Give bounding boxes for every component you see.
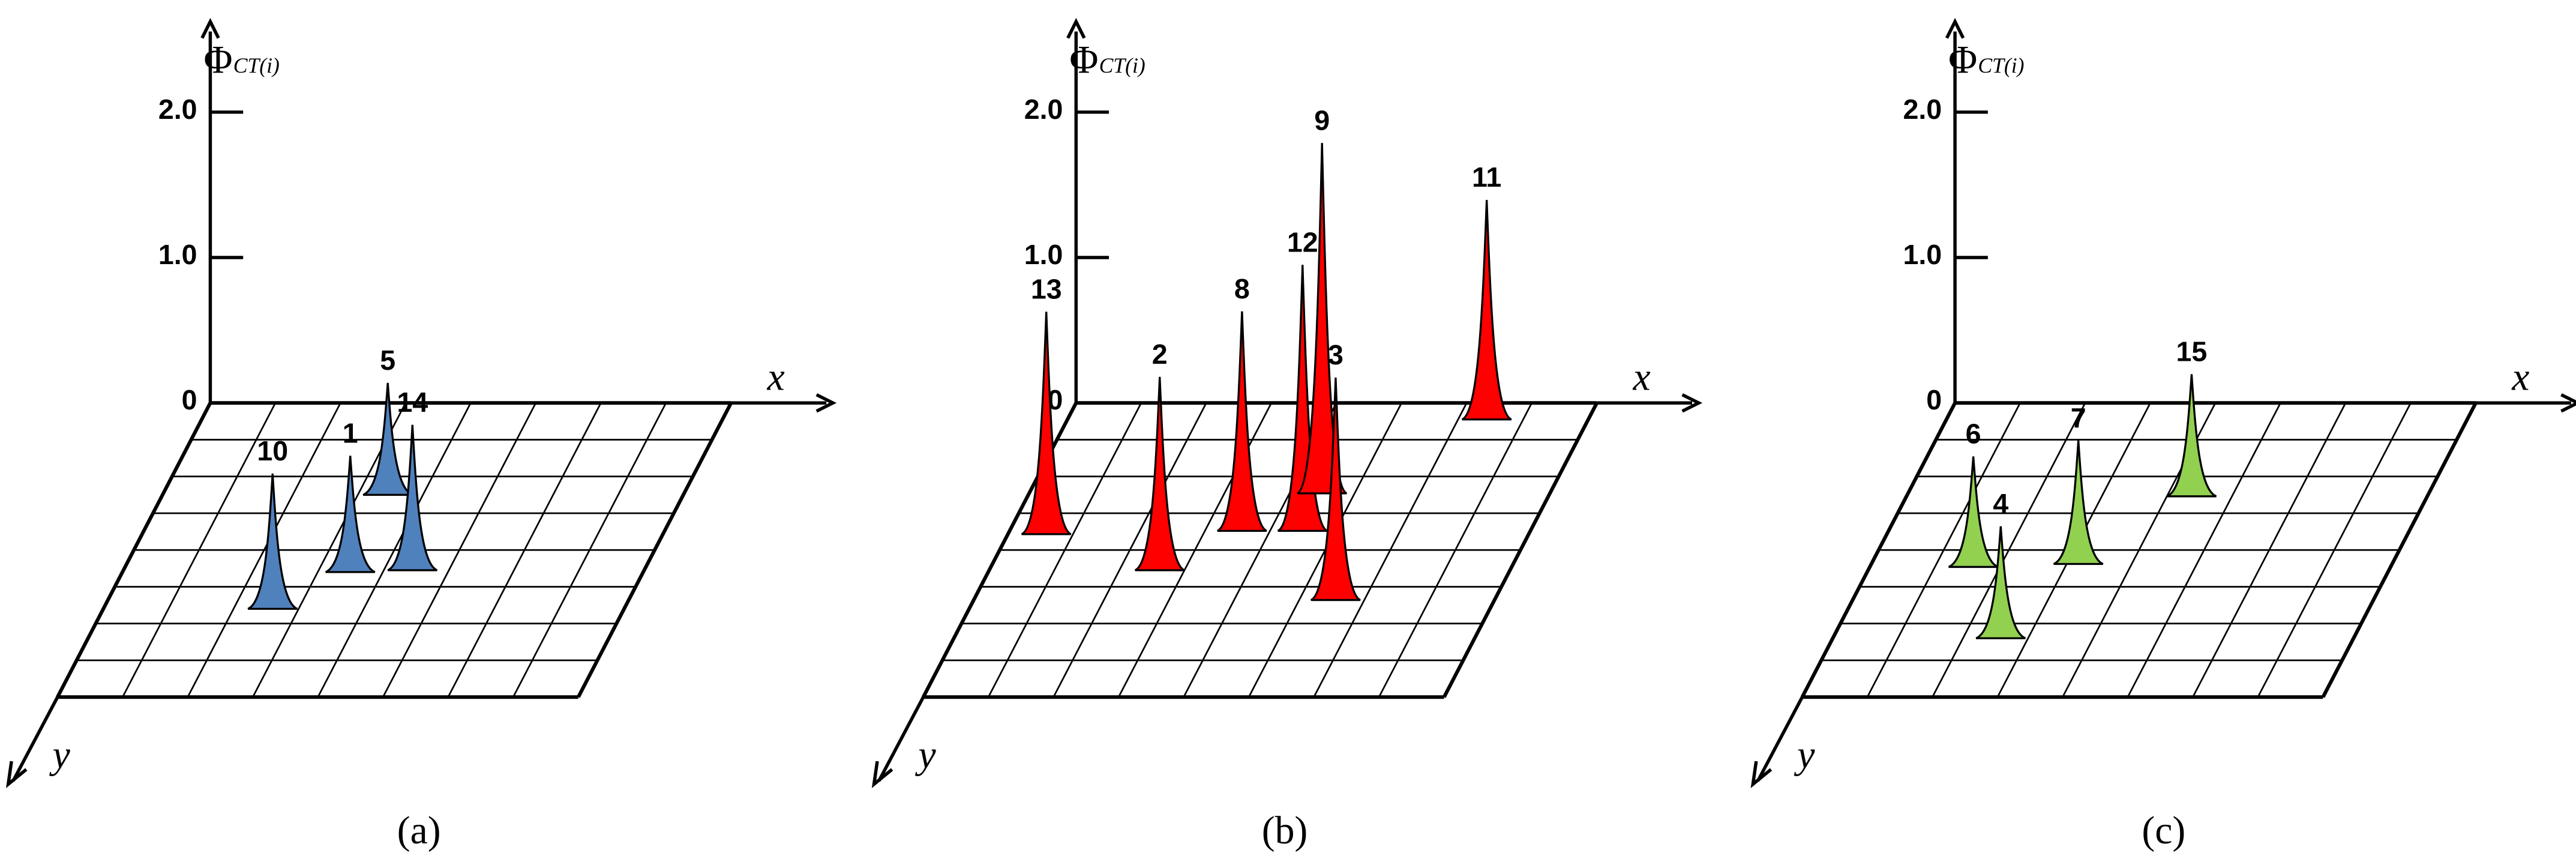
z-tick-label: 2.0 xyxy=(1903,94,1942,125)
peak-label: 13 xyxy=(1031,273,1062,304)
peak-label: 7 xyxy=(2071,402,2086,433)
grid-line xyxy=(2321,402,2478,698)
z-axis-label: Φ xyxy=(1069,38,1098,82)
y-arrow xyxy=(871,761,893,788)
z-arrow xyxy=(200,17,220,39)
y-axis xyxy=(877,696,925,782)
peak-label: 8 xyxy=(1234,273,1250,304)
z-axis-label: Φ xyxy=(1948,38,1977,82)
y-arrow xyxy=(1750,761,1773,788)
peak-label: 15 xyxy=(2176,336,2208,367)
peak-label: 10 xyxy=(257,435,288,466)
panel: x y Φ CT(i) 0 1.0 2.0 10 1 514 (a) xyxy=(5,17,837,852)
y-axis xyxy=(11,696,59,782)
y-axis xyxy=(1756,696,1804,782)
peak-label: 4 xyxy=(1993,488,2008,519)
grid-line xyxy=(2257,402,2412,698)
x-axis-label: x xyxy=(767,355,785,399)
peak xyxy=(1134,376,1185,571)
peak-label: 3 xyxy=(1328,339,1344,370)
y-arrow xyxy=(5,761,28,788)
z-tick-label: 1.0 xyxy=(158,239,197,270)
z-arrow xyxy=(1066,17,1086,39)
grid-line xyxy=(577,402,733,698)
grid-line xyxy=(512,402,667,698)
peak xyxy=(1975,526,2026,639)
panel-label: (a) xyxy=(397,809,441,852)
z-tick-label: 0 xyxy=(182,384,197,415)
peak xyxy=(247,473,298,610)
panel-label: (b) xyxy=(1262,809,1308,852)
grid-line xyxy=(2192,402,2347,698)
peak-label: 6 xyxy=(1966,418,1981,449)
z-tick-label: 1.0 xyxy=(1024,239,1063,270)
x-axis-label: x xyxy=(2511,355,2529,399)
z-arrow xyxy=(1945,17,1965,39)
peak xyxy=(1310,377,1361,601)
z-axis-label: Φ xyxy=(203,38,232,82)
y-axis-label: y xyxy=(1794,733,1815,777)
peak xyxy=(2053,440,2104,565)
peak-label: 1 xyxy=(343,417,358,448)
peak-label: 12 xyxy=(1287,226,1318,258)
grid-line xyxy=(382,402,537,698)
peak xyxy=(1277,265,1328,532)
z-tick-label: 2.0 xyxy=(1024,94,1063,125)
panel: x y Φ CT(i) 0 1.0 2.0 6 4 7 15 (c) xyxy=(1750,17,2576,852)
peak-label: 11 xyxy=(1472,161,1501,193)
z-axis-label-sub: CT(i) xyxy=(1978,53,2024,77)
grid-line xyxy=(2127,402,2281,698)
peak-label: 2 xyxy=(1152,339,1168,370)
x-arrow xyxy=(2560,393,2576,413)
y-axis-label: y xyxy=(914,733,936,777)
grid-line xyxy=(1313,402,1468,698)
grid-line xyxy=(1378,402,1533,698)
peak-label: 5 xyxy=(380,345,395,376)
peak xyxy=(1948,456,1999,568)
x-axis-label: x xyxy=(1632,355,1650,399)
peak xyxy=(1216,311,1267,532)
peak xyxy=(387,424,438,571)
grid-line xyxy=(447,402,602,698)
z-tick-label: 0 xyxy=(1926,384,1942,415)
peak xyxy=(1461,200,1512,421)
peak xyxy=(1021,312,1072,535)
z-axis-label-sub: CT(i) xyxy=(233,53,280,77)
peak-label: 9 xyxy=(1314,104,1330,136)
peak xyxy=(362,382,413,496)
peak xyxy=(325,456,376,573)
z-tick-label: 1.0 xyxy=(1903,239,1942,270)
peak-label: 14 xyxy=(397,387,428,418)
x-arrow xyxy=(815,393,837,413)
peak xyxy=(2166,374,2217,498)
panel-label: (c) xyxy=(2142,809,2185,852)
z-tick-label: 2.0 xyxy=(158,94,197,125)
z-axis-label-sub: CT(i) xyxy=(1099,53,1145,77)
grid-line xyxy=(1442,402,1599,698)
y-axis-label: y xyxy=(49,733,71,777)
x-arrow xyxy=(1681,393,1703,413)
